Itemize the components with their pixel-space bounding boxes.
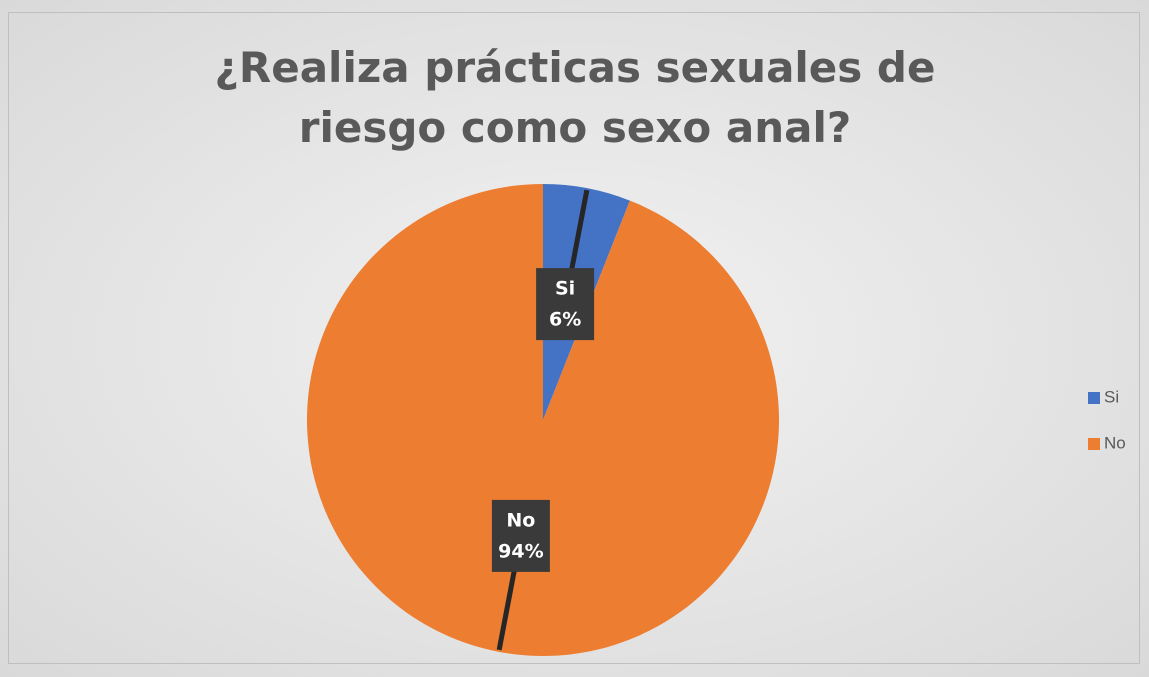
data-label-value: 6% xyxy=(549,309,581,331)
legend-label: Si xyxy=(1104,387,1119,406)
data-label-box xyxy=(491,499,550,572)
data-label-value: 94% xyxy=(498,540,543,562)
data-label-category: Si xyxy=(555,278,575,300)
chart-border xyxy=(8,12,1140,664)
pie-slice xyxy=(306,184,779,656)
legend-swatch xyxy=(1088,392,1100,404)
data-label-category: No xyxy=(506,509,535,531)
chart-title: ¿Realiza prácticas sexuales de riesgo co… xyxy=(214,43,936,152)
data-label-box xyxy=(536,268,595,341)
legend-label: No xyxy=(1104,433,1126,452)
legend-swatch xyxy=(1088,438,1100,450)
